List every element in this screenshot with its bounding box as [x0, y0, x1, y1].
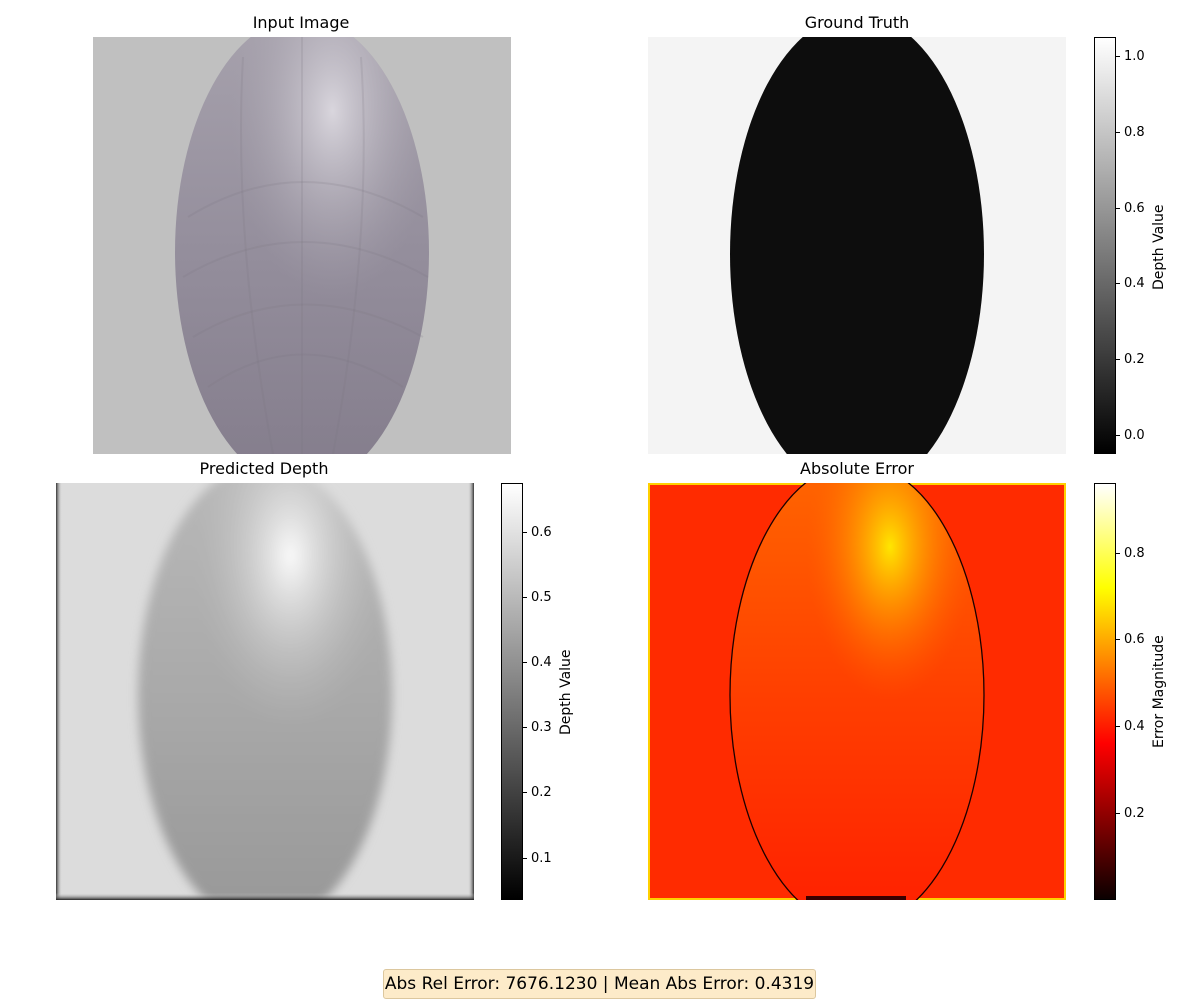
ground-truth-colorbar-label: Depth Value [1151, 204, 1167, 290]
predicted-depth-colorbar-tick-label: 0.4 [531, 655, 552, 670]
input-highlight [175, 37, 429, 454]
ground-truth-panel [648, 37, 1066, 454]
absolute-error-colorbar-tick-mark [1116, 726, 1120, 727]
absolute-error-colorbar-tick-label: 0.4 [1124, 719, 1145, 734]
ground-truth-colorbar-tick-mark [1116, 56, 1120, 57]
predicted-depth-colorbar-tick-label: 0.2 [531, 785, 552, 800]
ground-truth-colorbar-tick-label: 0.6 [1124, 201, 1145, 216]
absolute-error-title: Absolute Error [799, 459, 915, 478]
ground-truth-colorbar-tick-mark [1116, 359, 1120, 360]
absolute-error-panel [648, 483, 1066, 900]
predicted-ellipsoid-group [138, 483, 392, 900]
ground-truth-colorbar-tick-mark [1116, 283, 1120, 284]
ground-truth-ellipsoid [730, 37, 984, 454]
ground-truth-colorbar-tick-label: 0.2 [1124, 352, 1145, 367]
predicted-depth-colorbar-tick-mark [523, 727, 527, 728]
predicted-depth-colorbar-tick-mark [523, 597, 527, 598]
ground-truth-colorbar-tick-label: 0.8 [1124, 125, 1145, 140]
absolute-error-colorbar-tick-mark [1116, 639, 1120, 640]
predicted-depth-colorbar-tick-mark [523, 662, 527, 663]
metrics-summary: Abs Rel Error: 7676.1230 | Mean Abs Erro… [383, 969, 816, 999]
error-bottom-strip [806, 896, 906, 900]
absolute-error-colorbar-tick-mark [1116, 813, 1120, 814]
predicted-edge-left [56, 483, 62, 900]
input-facets [182, 37, 429, 454]
predicted-depth-colorbar-tick-label: 0.5 [531, 590, 552, 605]
ground-truth-title: Ground Truth [804, 13, 910, 32]
error-highlight [730, 483, 984, 900]
predicted-depth-colorbar-tick-label: 0.3 [531, 720, 552, 735]
predicted-depth-title: Predicted Depth [199, 459, 329, 478]
predicted-depth-colorbar-tick-label: 0.1 [531, 851, 552, 866]
absolute-error-colorbar [1094, 483, 1116, 900]
ground-truth-colorbar [1094, 37, 1116, 454]
ground-truth-colorbar-tick-label: 1.0 [1124, 49, 1145, 64]
ground-truth-colorbar-tick-label: 0.0 [1124, 428, 1145, 443]
ground-truth-colorbar-tick-mark [1116, 132, 1120, 133]
predicted-depth-colorbar-label: Depth Value [558, 649, 574, 735]
absolute-error-colorbar-tick-mark [1116, 553, 1120, 554]
absolute-error-colorbar-label: Error Magnitude [1151, 635, 1167, 748]
ground-truth-colorbar-tick-mark [1116, 435, 1120, 436]
input-image-panel [93, 37, 511, 454]
input-image-title: Input Image [252, 13, 350, 32]
absolute-error-colorbar-tick-label: 0.6 [1124, 632, 1145, 647]
predicted-depth-colorbar-tick-mark [523, 858, 527, 859]
ground-truth-colorbar-tick-label: 0.4 [1124, 276, 1145, 291]
predicted-depth-colorbar-tick-mark [523, 792, 527, 793]
ground-truth-colorbar-tick-mark [1116, 208, 1120, 209]
predicted-depth-colorbar-tick-mark [523, 532, 527, 533]
predicted-edge-bottom [56, 893, 474, 900]
predicted-depth-colorbar [501, 483, 523, 900]
predicted-depth-colorbar-tick-label: 0.6 [531, 525, 552, 540]
absolute-error-colorbar-tick-label: 0.8 [1124, 546, 1145, 561]
absolute-error-colorbar-tick-label: 0.2 [1124, 806, 1145, 821]
predicted-edge-right [468, 483, 474, 900]
error-outline [729, 483, 985, 900]
predicted-depth-panel [56, 483, 474, 900]
predicted-highlight [138, 483, 392, 900]
